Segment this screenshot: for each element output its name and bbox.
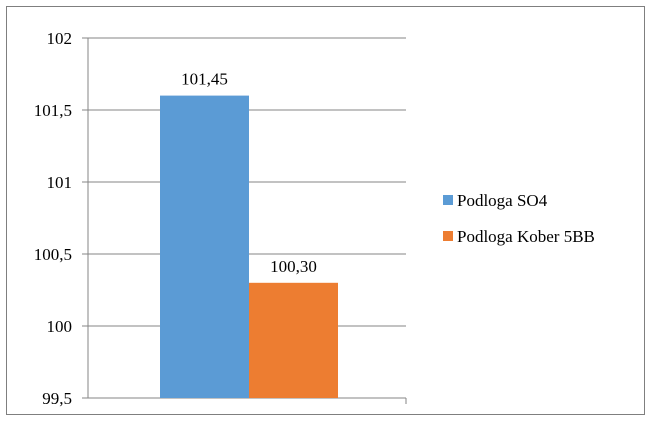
legend-label-2: Podloga Kober 5BB bbox=[457, 227, 595, 246]
y-tick-label: 100 bbox=[47, 317, 73, 336]
bar-1 bbox=[160, 95, 249, 398]
data-label-1: 101,45 bbox=[181, 70, 228, 89]
data-label-2: 100,30 bbox=[270, 257, 317, 276]
y-tick-label: 101,5 bbox=[34, 101, 72, 120]
legend-swatch-2 bbox=[443, 231, 453, 241]
y-tick-label: 100,5 bbox=[34, 245, 72, 264]
legend-label-1: Podloga SO4 bbox=[457, 191, 548, 210]
legend-swatch-1 bbox=[443, 195, 453, 205]
y-tick-label: 99,5 bbox=[42, 389, 72, 408]
y-tick-label: 101 bbox=[47, 173, 73, 192]
y-tick-label: 102 bbox=[47, 29, 73, 48]
bar-2 bbox=[249, 282, 338, 398]
